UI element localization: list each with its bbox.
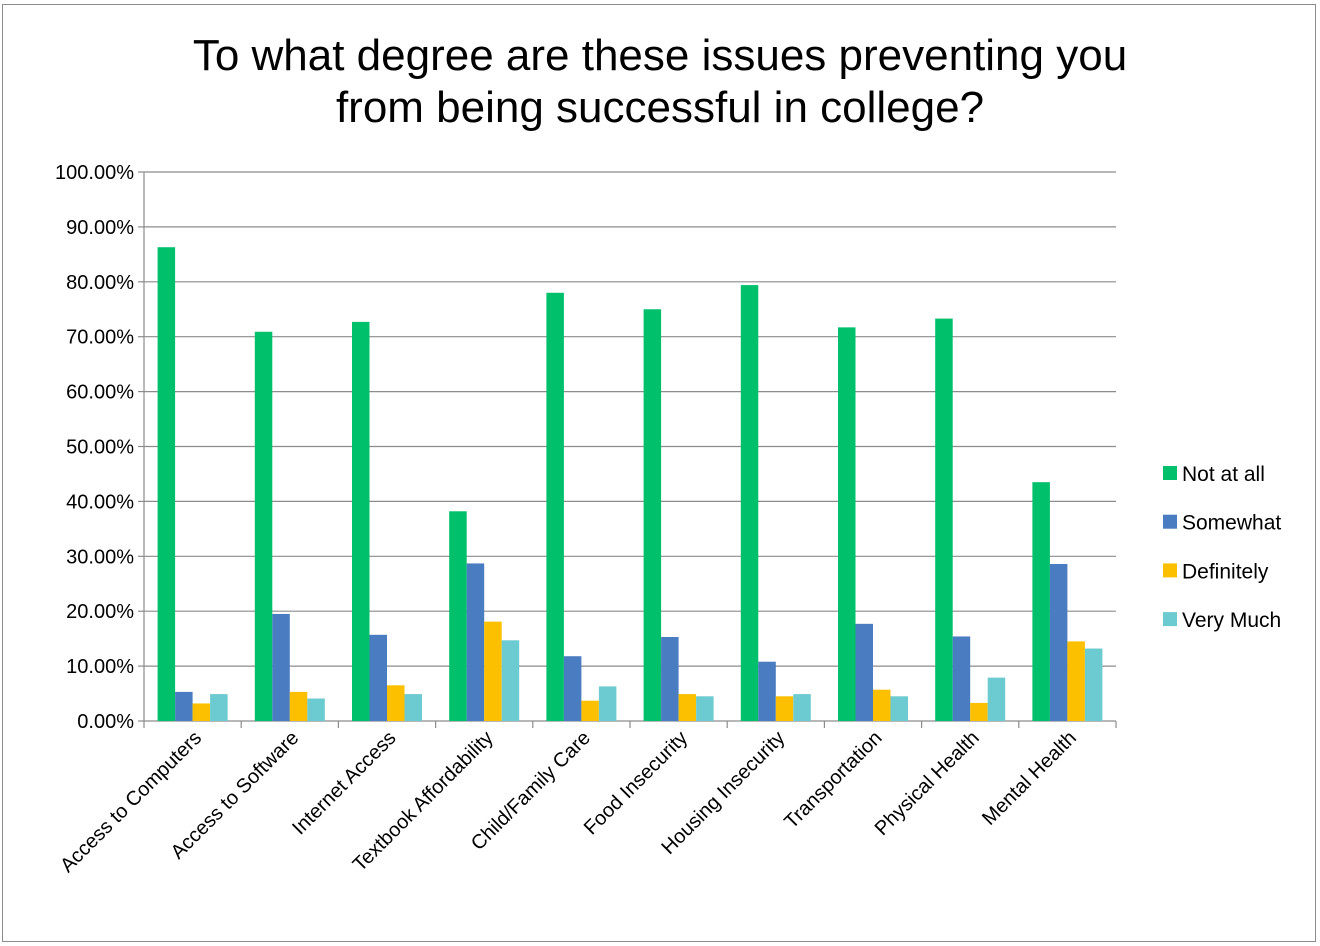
bar-definitely	[192, 703, 211, 721]
category-label: Physical Health	[871, 727, 984, 840]
y-tick-label: 40.00%	[66, 491, 134, 513]
bar-very-much	[598, 686, 617, 721]
legend-swatch	[1163, 612, 1177, 627]
bar-somewhat	[952, 636, 971, 721]
y-tick-label: 10.00%	[66, 656, 134, 678]
y-tick-label: 60.00%	[66, 382, 134, 404]
category-label: Internet Access	[288, 727, 400, 839]
legend-label: Very Much	[1182, 609, 1281, 632]
y-tick-label: 90.00%	[66, 217, 134, 239]
bar-somewhat	[855, 623, 873, 721]
bar-definitely	[775, 696, 794, 721]
bar-very-much	[696, 696, 714, 721]
bar-very-much	[1084, 648, 1103, 721]
y-tick-label: 0.00%	[77, 711, 134, 733]
legend-swatch	[1163, 563, 1177, 578]
bar-definitely	[1067, 641, 1085, 721]
y-tick-label: 20.00%	[66, 601, 134, 623]
bar-very-much	[987, 677, 1006, 721]
bar-not-at-all	[1032, 482, 1050, 721]
y-tick-label: 80.00%	[66, 272, 134, 294]
bar-somewhat	[563, 656, 582, 721]
chart-title: To what degree are these issues preventi…	[0, 30, 1320, 134]
chart-title-line-1: To what degree are these issues preventi…	[192, 31, 1128, 80]
bar-not-at-all	[352, 321, 370, 721]
bar-somewhat	[758, 661, 776, 721]
bar-not-at-all	[935, 318, 953, 721]
bar-not-at-all	[546, 292, 564, 721]
bar-definitely	[970, 702, 988, 721]
bar-definitely	[678, 694, 697, 721]
legend-swatch	[1163, 466, 1177, 480]
y-tick-label: 70.00%	[66, 327, 134, 349]
gridlines	[144, 171, 1116, 667]
bar-not-at-all	[838, 327, 856, 721]
axes: 0.00% 10.00% 20.00% 30.00% 40.00% 50.00% 60.00…	[55, 162, 1117, 733]
bar-not-at-all	[643, 309, 662, 721]
bar-very-much	[404, 694, 422, 721]
bar-very-much	[793, 694, 811, 721]
bar-somewhat	[466, 563, 485, 721]
bar-somewhat	[661, 637, 679, 721]
bar-very-much	[210, 694, 228, 721]
chart-title-line-2: from being successful in college?	[335, 83, 985, 132]
bar-very-much	[890, 696, 908, 721]
category-label: Transportation	[780, 727, 886, 833]
bar-somewhat	[272, 613, 290, 721]
legend-label: Somewhat	[1182, 512, 1281, 535]
bars	[157, 247, 1103, 721]
bar-somewhat	[1049, 563, 1068, 721]
bar-not-at-all	[740, 285, 759, 721]
bar-very-much	[501, 640, 520, 721]
category-label: Food Insecurity	[580, 727, 692, 839]
category-label: Mental Health	[978, 727, 1081, 830]
legend-label: Not at all	[1182, 463, 1265, 486]
y-tick-label: 30.00%	[66, 546, 134, 568]
legend-swatch	[1163, 514, 1177, 529]
bar-not-at-all	[449, 511, 467, 721]
bar-definitely	[873, 689, 891, 721]
y-tick-label: 50.00%	[66, 437, 134, 459]
legend-label: Definitely	[1182, 560, 1269, 583]
y-tick-label: 100.00%	[55, 162, 134, 184]
bar-definitely	[387, 685, 405, 721]
bar-very-much	[307, 698, 325, 721]
bar-not-at-all	[157, 247, 176, 721]
bar-definitely	[289, 691, 308, 721]
bar-somewhat	[175, 691, 193, 721]
bar-somewhat	[369, 634, 387, 721]
bar-not-at-all	[254, 331, 273, 721]
bar-definitely	[581, 700, 599, 721]
legend: Not at all Somewhat Definitely Very Much	[1163, 463, 1281, 632]
bar-definitely	[484, 621, 502, 721]
